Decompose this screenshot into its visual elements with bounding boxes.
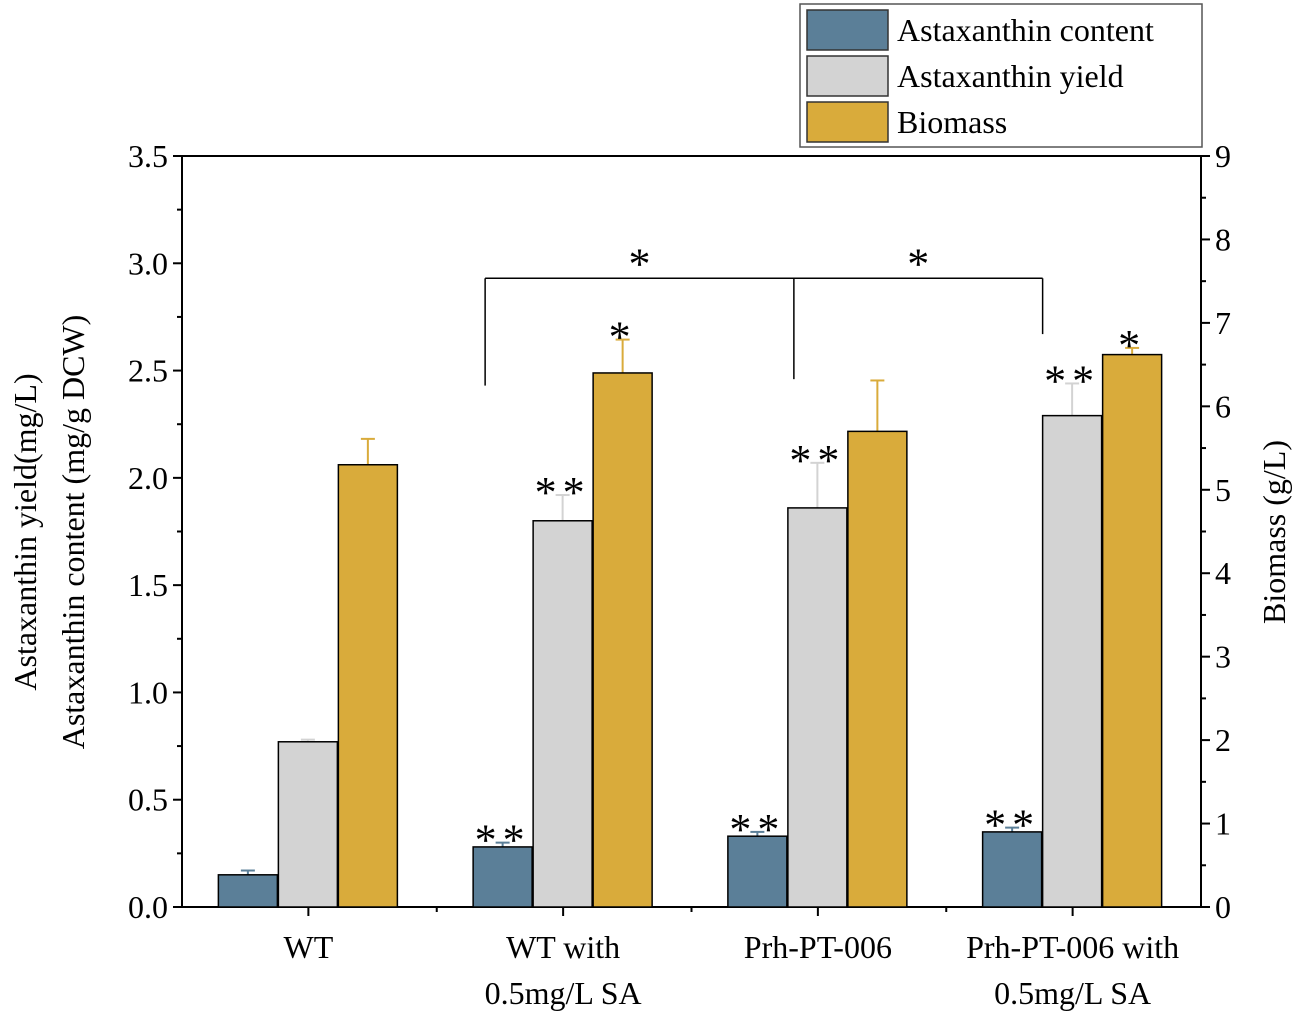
left-tick-label: 0.0 <box>128 889 168 925</box>
x-tick-label-line: 0.5mg/L SA <box>485 975 642 1011</box>
significance-marker: ** <box>789 436 845 485</box>
right-tick-label: 7 <box>1215 305 1231 341</box>
x-tick-label: WT <box>284 929 334 965</box>
left-tick-label: 0.5 <box>128 782 168 818</box>
right-tick-label: 1 <box>1215 806 1231 842</box>
bar-astaxanthin-content <box>981 831 1043 908</box>
right-axis-title-group: Biomass (g/L) <box>1256 440 1292 624</box>
axes: 0.0 0.5 1.0 1.5 2.0 2.5 3.0 3.5 0 1 2 3 4 5 6 7 8 9 WT WT w… <box>7 138 1292 1011</box>
right-tick-label: 0 <box>1215 889 1231 925</box>
bar-biomass <box>337 463 399 908</box>
bar-astaxanthin-content <box>217 874 279 908</box>
annotations: ** ** ********* ** * <box>475 239 1146 865</box>
bar-astaxanthin-yield <box>277 741 339 908</box>
left-axis-titles: Astaxanthin yield(mg/L) Astaxanthin conte… <box>7 315 91 750</box>
significance-marker: ** <box>535 468 591 517</box>
left-tick-label: 2.0 <box>128 460 168 496</box>
significance-marker: ** <box>984 801 1040 850</box>
right-tick-label: 2 <box>1215 722 1231 758</box>
x-tick-label: Prh-PT-006 with 0.5mg/L SA <box>966 929 1179 1011</box>
left-tick-label: 1.0 <box>128 674 168 710</box>
bar-astaxanthin-content <box>727 835 788 908</box>
right-tick-label: 3 <box>1215 639 1231 675</box>
right-tick-label: 9 <box>1215 138 1231 174</box>
x-tick-label-line: Prh-PT-006 <box>744 929 892 965</box>
bar-astaxanthin-yield <box>787 507 848 908</box>
left-tick-label: 3.5 <box>128 138 168 174</box>
left-axis-title-content: Astaxanthin content (mg/g DCW) <box>55 315 91 750</box>
left-tick-label: 3.0 <box>128 245 168 281</box>
legend-swatch <box>806 101 889 143</box>
x-tick-label-line: Prh-PT-006 with <box>966 929 1179 965</box>
left-tick-label: 1.5 <box>128 567 168 603</box>
bar-biomass <box>1101 353 1163 908</box>
significance-marker: ** <box>475 816 531 865</box>
legend-swatch <box>806 9 889 51</box>
significance-marker: * <box>609 313 637 362</box>
bar-biomass <box>592 372 653 908</box>
bars <box>217 338 1163 908</box>
x-tick-label-line: 0.5mg/L SA <box>994 975 1151 1011</box>
left-tick-label: 2.5 <box>128 353 168 389</box>
right-tick-label: 4 <box>1215 555 1231 591</box>
significance-marker: ** <box>729 805 785 854</box>
legend-swatch <box>806 55 889 97</box>
significance-marker: * <box>1118 321 1146 370</box>
right-tick-label: 6 <box>1215 388 1231 424</box>
comparison-marker: * <box>907 239 929 288</box>
legend: Astaxanthin content Astaxanthin yield Biom… <box>799 3 1203 148</box>
x-tick-label: Prh-PT-006 <box>744 929 892 965</box>
comparison-marker: * <box>629 239 651 288</box>
left-axis-title-yield: Astaxanthin yield(mg/L) <box>7 373 43 690</box>
significance-marker: ** <box>1044 356 1100 405</box>
right-axis-title: Biomass (g/L) <box>1256 440 1292 624</box>
legend-label: Biomass <box>897 104 1007 140</box>
bar-astaxanthin-yield <box>1041 414 1103 908</box>
legend-label: Astaxanthin content <box>897 12 1154 48</box>
bar-biomass <box>847 430 908 908</box>
x-tick-label: WT with 0.5mg/L SA <box>485 929 642 1011</box>
x-tick-label-line: WT <box>284 929 334 965</box>
right-tick-label: 5 <box>1215 472 1231 508</box>
bar-astaxanthin-yield <box>532 520 593 908</box>
bar-astaxanthin-content <box>472 846 533 908</box>
x-tick-label-line: WT with <box>506 929 620 965</box>
right-tick-label: 8 <box>1215 221 1231 257</box>
legend-label: Astaxanthin yield <box>897 58 1124 94</box>
